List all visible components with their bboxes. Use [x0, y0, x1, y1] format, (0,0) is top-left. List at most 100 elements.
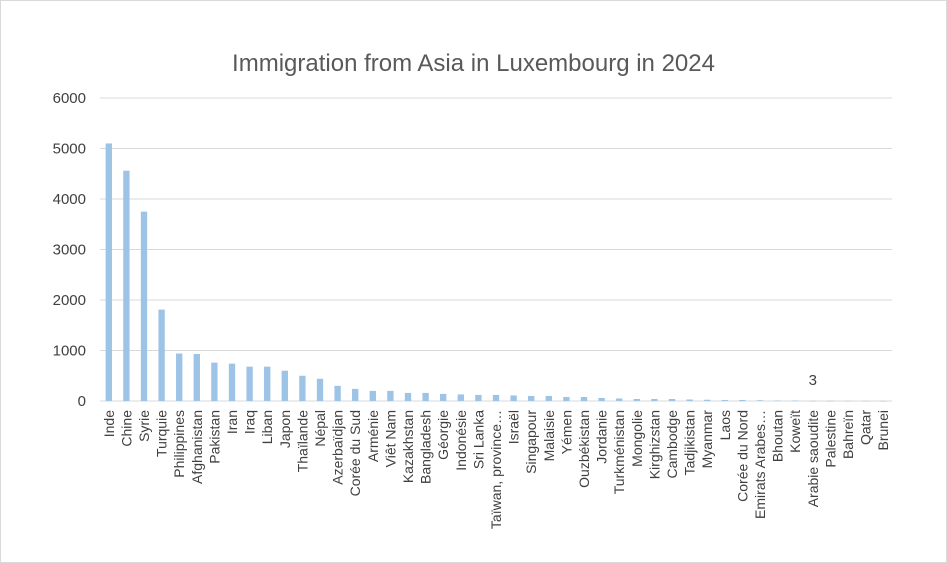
bar	[281, 370, 288, 401]
x-tick-label: Turkménistan	[611, 410, 627, 494]
x-tick-label: Yémen	[558, 410, 574, 454]
bar	[721, 399, 728, 401]
x-tick-label: Bangladesh	[418, 410, 434, 484]
bar	[862, 400, 869, 402]
x-tick-label: Laos	[717, 410, 733, 440]
bar	[211, 362, 218, 401]
x-tick-label: Arabie saoudite	[805, 410, 821, 508]
x-tick-label: Azerbaïdjan	[330, 410, 346, 485]
y-tick-label: 5000	[53, 141, 86, 158]
x-tick-label: Corée du Sud	[347, 410, 363, 496]
y-tick-label: 4000	[53, 191, 86, 208]
bar	[633, 398, 640, 401]
bar	[264, 366, 271, 401]
chart-title: Immigration from Asia in Luxembourg in 2…	[232, 50, 715, 77]
x-tick-label: Myanmar	[699, 410, 715, 469]
bar	[422, 392, 429, 401]
x-tick-label: Sri Lanka	[470, 410, 486, 469]
x-tick-label: Iraq	[242, 410, 258, 434]
bar	[475, 394, 482, 401]
bar	[792, 400, 799, 402]
bar	[158, 309, 165, 401]
x-tick-label: Brunei	[875, 410, 891, 450]
bar	[844, 400, 852, 402]
bar	[510, 395, 517, 401]
bar	[352, 388, 359, 401]
bar	[387, 390, 394, 401]
bar	[651, 398, 658, 401]
bar	[334, 385, 341, 401]
x-tick-label: Jordanie	[594, 410, 610, 464]
bar	[228, 363, 236, 401]
x-tick-label: Japon	[277, 410, 293, 448]
y-tick-label: 2000	[53, 292, 86, 309]
bar	[457, 394, 464, 401]
x-tick-label: Népal	[312, 410, 328, 447]
x-tick-label: Pakistan	[206, 410, 222, 464]
bar	[404, 392, 412, 401]
x-tick-label: Liban	[259, 410, 275, 444]
bar	[668, 398, 676, 401]
annotations: 3	[809, 372, 817, 389]
x-tick-label: Bahreïn	[840, 410, 856, 459]
x-tick-label: Indonésie	[453, 410, 469, 471]
x-tick-label: Israël	[506, 410, 522, 444]
x-tick-label: Malaisie	[541, 410, 557, 462]
x-tick-label: Ouzbékistan	[576, 410, 592, 488]
y-tick-label: 1000	[53, 343, 86, 360]
data-label: 3	[809, 372, 817, 389]
bar	[492, 394, 500, 401]
x-tick-label: Singapour	[523, 410, 539, 474]
bar	[176, 353, 183, 401]
y-tick-label: 6000	[53, 90, 86, 107]
x-tick-label: Iran	[224, 410, 240, 434]
bar	[105, 143, 112, 401]
x-tick-label: Afghanistan	[189, 410, 205, 484]
gridlines	[100, 97, 892, 402]
bar	[563, 396, 570, 401]
x-tick-label: Emirats Arabes…	[752, 410, 768, 519]
bar	[827, 400, 834, 402]
bars	[105, 143, 887, 402]
bar	[246, 366, 253, 401]
bar	[598, 397, 605, 401]
x-tick-label: Philippines	[171, 410, 187, 478]
x-tick-label: Taïwan, province…	[488, 410, 504, 529]
bar	[704, 399, 711, 401]
bar	[739, 399, 746, 401]
y-tick-label: 0	[78, 393, 86, 410]
x-tick-label: Cambodge	[664, 410, 680, 479]
bar	[440, 393, 447, 401]
x-tick-label: Arménie	[365, 410, 381, 462]
bar	[140, 211, 148, 401]
bar	[686, 399, 693, 401]
x-tick-label: Corée du Nord	[734, 410, 750, 502]
bar	[774, 400, 781, 401]
bar	[123, 170, 130, 401]
x-tick-label: Turquie	[154, 410, 170, 457]
x-tick-label: Thaïlande	[294, 410, 310, 472]
x-tick-label: Kirghizstan	[646, 410, 662, 479]
x-tick-label: Tadjikistan	[682, 410, 698, 475]
x-tick-label: Chine	[118, 410, 134, 447]
x-tick-label: Koweït	[787, 410, 803, 453]
bar	[299, 375, 306, 401]
x-tick-label: Qatar	[858, 410, 874, 445]
bar	[616, 398, 623, 401]
x-tick-label: Inde	[101, 410, 117, 437]
y-tick-label: 3000	[53, 242, 86, 259]
bar	[880, 400, 887, 402]
x-tick-label: Kazakhstan	[400, 410, 416, 483]
x-tick-label: Syrie	[136, 410, 152, 442]
bar	[545, 395, 552, 401]
x-tick-label: Géorgie	[435, 410, 451, 460]
x-tick-label: Viêt Nam	[382, 410, 398, 467]
x-tick-label: Palestine	[822, 410, 838, 468]
bar	[316, 378, 324, 401]
x-axis-ticks: Inde Chine Syrie Turquie Philippines Afghanis…	[101, 410, 891, 529]
x-tick-label: Mongolie	[629, 410, 645, 467]
bar	[528, 395, 535, 401]
x-tick-label: Bhoutan	[770, 410, 786, 462]
y-axis-ticks: 0 1000 2000 3000 4000 5000 6000	[53, 90, 86, 410]
